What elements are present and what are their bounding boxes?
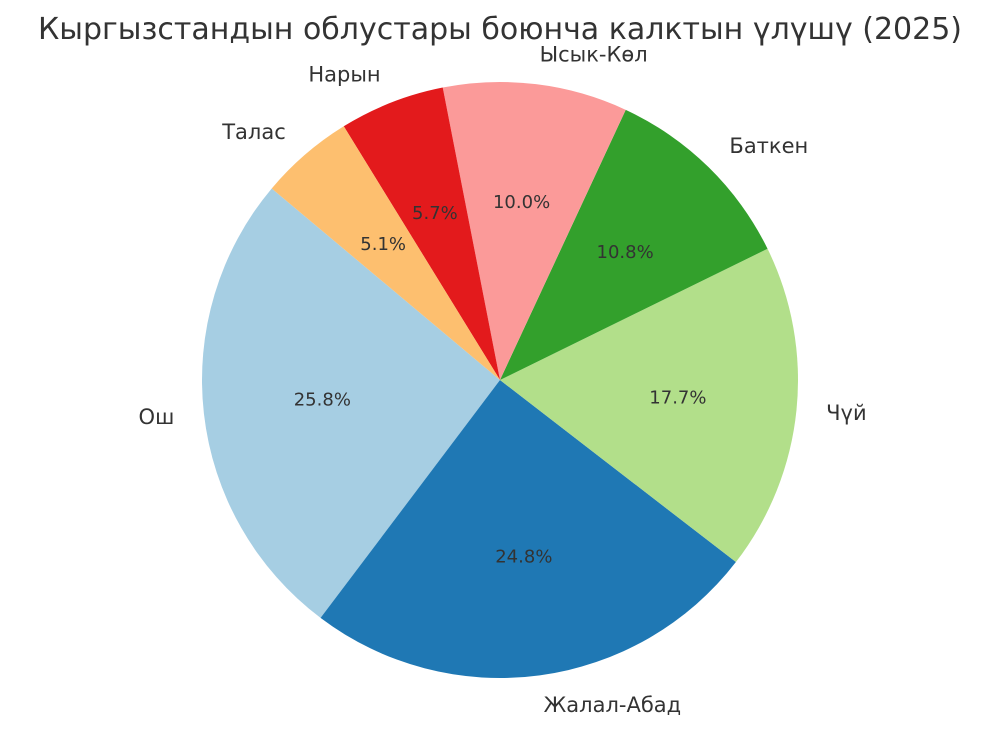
slice-label: Баткен <box>729 134 808 158</box>
slice-percent-label: 25.8% <box>294 390 351 411</box>
pie-slice <box>271 126 500 381</box>
slice-label: Ысык-Көл <box>540 43 648 67</box>
slice-label: Талас <box>221 120 286 144</box>
pie-labels: Ош 25.8% Жалал-Абад 24.8% Чүй 17.7% Баткен 10.8… <box>139 43 867 717</box>
pie-slice <box>320 380 736 678</box>
pie-slice <box>202 188 501 618</box>
pie-slices <box>202 82 798 678</box>
slice-percent-label: 17.7% <box>649 387 706 408</box>
slice-label: Жалал-Абад <box>544 693 681 717</box>
pie-slice <box>343 87 500 380</box>
pie-slice <box>500 109 768 380</box>
slice-percent-label: 5.7% <box>412 203 458 224</box>
slice-label: Ош <box>139 405 175 429</box>
pie-slice <box>442 82 626 380</box>
pie-slice <box>500 248 798 563</box>
slice-label: Нарын <box>308 63 380 87</box>
slice-percent-label: 5.1% <box>360 234 406 255</box>
chart-title: Кыргызстандын облустары боюнча калктын ү… <box>38 12 962 47</box>
slice-percent-label: 24.8% <box>495 547 552 568</box>
slice-percent-label: 10.0% <box>493 192 550 213</box>
slice-label: Чүй <box>826 401 866 425</box>
slice-percent-label: 10.8% <box>597 242 654 263</box>
